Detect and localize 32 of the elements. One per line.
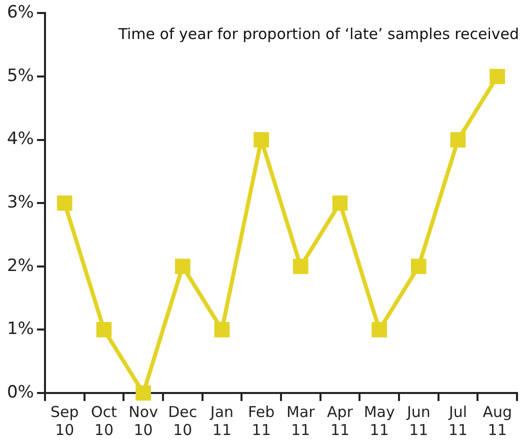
x-tick-label: Dec 10 — [168, 402, 198, 439]
point — [411, 258, 426, 274]
x-tick-label: Oct 10 — [91, 402, 118, 439]
x-tick-label: May 11 — [364, 402, 395, 439]
point — [292, 258, 308, 274]
x-tick-label: Feb 11 — [248, 402, 275, 439]
point — [174, 258, 190, 274]
point — [56, 195, 72, 211]
point — [490, 68, 505, 84]
x-tick-label: Aug 11 — [482, 402, 512, 439]
point — [372, 322, 387, 338]
x-tick-label: Jul 11 — [448, 402, 468, 439]
point — [214, 322, 230, 338]
x-tick-label: Mar 11 — [286, 402, 316, 439]
y-tick-label: 3% — [6, 192, 34, 213]
point — [254, 132, 269, 148]
x-tick-label: Jun 11 — [406, 402, 430, 439]
y-tick-label: 5% — [6, 66, 34, 86]
x-tick-label: Nov 10 — [128, 402, 158, 439]
point — [96, 322, 112, 338]
x-tick-label: Sep 10 — [50, 402, 79, 439]
y-tick-label: 2% — [6, 256, 34, 276]
y-tick-label: 0% — [6, 382, 34, 402]
y-tick-label: 6% — [6, 2, 34, 23]
point — [136, 385, 151, 401]
y-tick-label: 4% — [6, 129, 34, 150]
y-tick-label: 1% — [6, 319, 34, 340]
point — [332, 195, 348, 211]
x-tick-label: Apr 11 — [327, 402, 354, 439]
x-tick-label: Jan 11 — [209, 402, 234, 439]
text: Time of year for proportion of ‘late’ samples received — [117, 25, 519, 44]
point — [450, 132, 466, 148]
